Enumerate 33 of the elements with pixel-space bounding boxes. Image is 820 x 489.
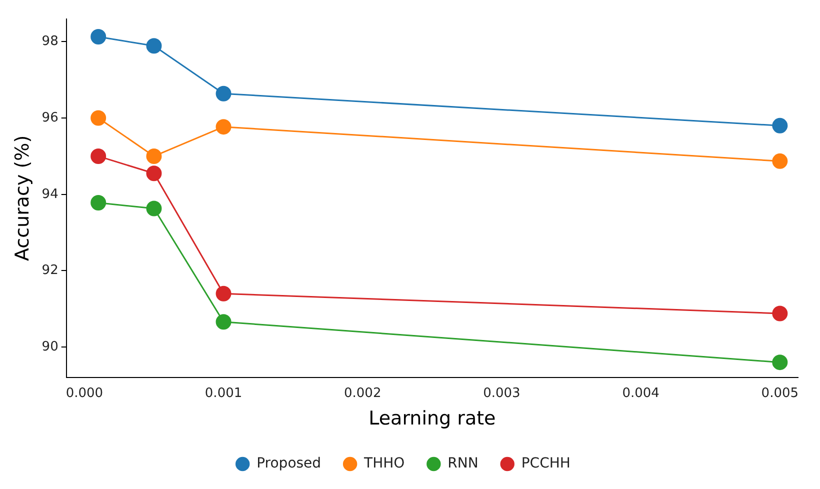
- point: [772, 118, 788, 134]
- x-tick-label: 0.005: [761, 386, 799, 401]
- point: [216, 314, 232, 330]
- point: [216, 86, 232, 102]
- point: [772, 153, 788, 169]
- point: [146, 200, 162, 216]
- x-tick-label: 0.000: [66, 386, 104, 401]
- point: [146, 38, 162, 54]
- point: [146, 148, 162, 164]
- x-tick-label: 0.004: [622, 386, 660, 401]
- point: [216, 286, 232, 302]
- x-tick-label: 0.001: [204, 386, 242, 401]
- point: [146, 166, 162, 182]
- y-tick-label: 96: [42, 110, 58, 126]
- point: [90, 195, 106, 211]
- legend-label: RNN: [448, 456, 478, 472]
- point: [216, 119, 232, 135]
- point: [90, 148, 106, 164]
- point: [772, 354, 788, 370]
- point: [90, 28, 106, 44]
- point: [90, 110, 106, 126]
- x-axis-title: Learning rate: [368, 408, 496, 430]
- x-tick-label: 0.002: [344, 386, 382, 401]
- legend-label: PCCHH: [521, 456, 570, 472]
- legend-label: Proposed: [256, 456, 322, 472]
- x-tick-label: 0.003: [483, 386, 520, 401]
- y-tick-label: 90: [42, 339, 58, 354]
- y-tick-label: 92: [42, 263, 58, 278]
- legend-label: THHO: [363, 456, 405, 472]
- y-tick-label: 98: [42, 34, 58, 50]
- point: [772, 306, 788, 322]
- y-tick-label: 94: [42, 186, 58, 202]
- y-axis-title: Accuracy (%): [11, 135, 34, 262]
